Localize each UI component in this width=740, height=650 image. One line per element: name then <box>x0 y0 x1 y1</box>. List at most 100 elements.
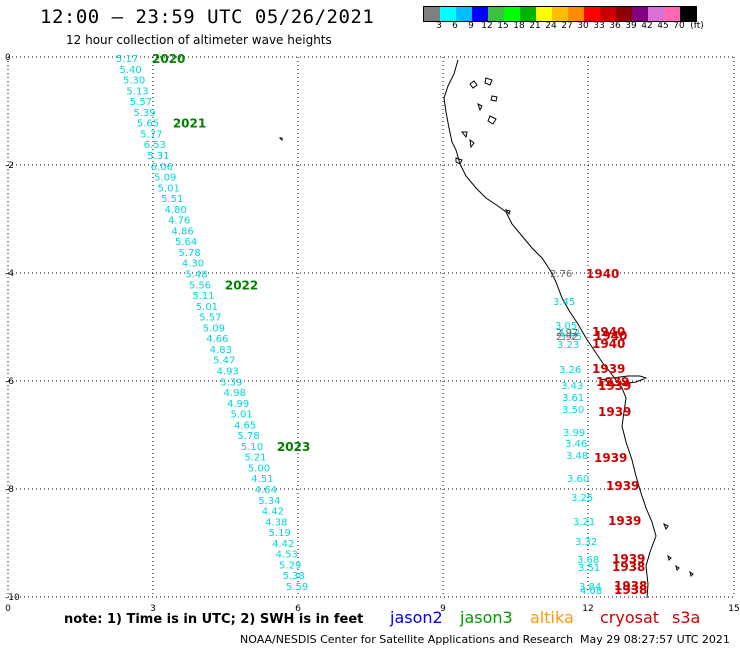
x-tick-label: 3 <box>150 604 156 614</box>
track-left-value: 5.48 <box>185 270 207 281</box>
colorbar-label: 30 <box>577 21 589 31</box>
track-right-time: 1940 <box>586 267 619 281</box>
track-left-value: 5.40 <box>119 65 141 76</box>
track-right-value: 3.32 <box>575 537 597 548</box>
track-left-value: 5.39 <box>220 377 242 388</box>
footer-note: note: 1) Time is in UTC; 2) SWH is in fe… <box>64 612 364 627</box>
track-right-time: 1939 <box>592 362 625 376</box>
track-left-value: 5.11 <box>192 291 214 302</box>
colorbar-label: 45 <box>657 21 669 31</box>
satellite-legend-item: s3a <box>672 608 701 627</box>
track-left-value: 4.65 <box>234 420 256 431</box>
track-left-value: 4.42 <box>262 507 284 518</box>
track-left-value: 5.34 <box>258 496 280 507</box>
track-right-times: 1940194019401940193919391939193919391939… <box>586 267 647 597</box>
track-right-value: 3.46 <box>565 439 587 450</box>
track-right-labels: 3.45 3.05 3.23 3.26 3.433.613.50 3.993.463.48… <box>550 269 602 597</box>
satellite-legend-item: cryosat <box>600 608 660 627</box>
baja-peninsula-coast <box>599 375 648 387</box>
track-left-value: 5.38 <box>283 571 305 582</box>
track-left-value: 5.01 <box>230 410 252 421</box>
colorbar-swatch <box>424 7 440 21</box>
colorbar-swatch <box>568 7 584 21</box>
colorbar-label: 36 <box>609 21 621 31</box>
colorbar-label: (ft) <box>690 21 704 31</box>
track-right-gray-value: 2.92 <box>556 332 578 343</box>
track-right-value: 3.75 <box>560 332 582 343</box>
y-tick-label: -6 <box>5 377 14 387</box>
colorbar-label: 9 <box>468 21 474 31</box>
track-left-value: 5.65 <box>137 119 159 130</box>
track-left-value: 4.64 <box>255 485 277 496</box>
track-right-value: 3.43 <box>561 381 583 392</box>
x-tick-label: 9 <box>440 604 446 614</box>
colorbar-swatch <box>584 7 600 21</box>
track-right-time: 1939 <box>594 451 627 465</box>
track-left-value: 4.51 <box>251 474 273 485</box>
track-left-value: 4.80 <box>165 205 187 216</box>
track-right-time: 1939 <box>598 379 631 393</box>
track-right-value: 3.84 <box>579 582 601 593</box>
track-left-value: 5.57 <box>199 313 221 324</box>
track-left-time: 2020 <box>152 52 185 66</box>
track-right-value: 3.45 <box>553 297 575 308</box>
track-right-time: 1939 <box>612 552 645 566</box>
track-left-value: 5.10 <box>241 442 263 453</box>
track-left-value: 4.42 <box>272 539 294 550</box>
x-tick-label: 12 <box>582 604 593 614</box>
page-title: 12:00 – 23:59 UTC 05/26/2021 <box>40 6 375 28</box>
track-right-time: 1940 <box>594 329 627 343</box>
track-left-value: 5.00 <box>248 463 270 474</box>
track-right-gray-value: 2.76 <box>550 269 572 280</box>
track-left-value: 5.01 <box>196 302 218 313</box>
satellite-legend-item: altika <box>530 608 574 627</box>
colorbar-swatch <box>552 7 568 21</box>
track-left-value: 4.38 <box>265 517 287 528</box>
colorbar-swatch <box>472 7 488 21</box>
track-right-value: 3.05 <box>555 321 577 332</box>
colorbar-swatch <box>600 7 616 21</box>
track-right-value: 3.99 <box>563 428 585 439</box>
track-right-time: 1939 <box>596 375 629 389</box>
track-right-time: 1939 <box>608 514 641 528</box>
track-left-value: 5.31 <box>147 151 169 162</box>
track-right-value: 4.08 <box>580 586 602 597</box>
track-left-value: 4.86 <box>172 226 194 237</box>
track-left-value: 4.66 <box>206 334 228 345</box>
y-tick-label: -10 <box>5 593 20 603</box>
colorbar-swatch <box>504 7 520 21</box>
track-left-value: 6.53 <box>144 140 166 151</box>
track-right-value: 3.60 <box>567 474 589 485</box>
satellite-legend-item: jason2 <box>390 608 443 627</box>
x-tick-label: 15 <box>728 604 739 614</box>
track-left-value: 5.29 <box>279 560 301 571</box>
track-right-value: 3.26 <box>559 365 581 376</box>
track-right-value: 3.50 <box>562 405 584 416</box>
colorbar-label: 27 <box>561 21 573 31</box>
track-left-value: 5.64 <box>175 237 197 248</box>
y-tick-label: -4 <box>5 269 14 279</box>
colorbar-label: 18 <box>513 21 525 31</box>
track-left-value: 4.99 <box>227 399 249 410</box>
colorbar-swatch <box>456 7 472 21</box>
track-left-times: 2020 2021 2022 2023 <box>152 52 310 454</box>
y-tick-label: -8 <box>5 485 14 495</box>
islands <box>278 77 694 577</box>
track-right-time: 1939 <box>598 405 631 419</box>
track-left-value: 5.09 <box>203 323 225 334</box>
track-left-value: 5.51 <box>161 194 183 205</box>
map-grid <box>7 56 735 598</box>
track-left-value: 5.30 <box>123 76 145 87</box>
colorbar-swatch <box>520 7 536 21</box>
track-left-time: 2023 <box>277 440 310 454</box>
colorbar-label: 12 <box>481 21 493 31</box>
colorbar-swatch <box>536 7 552 21</box>
colorbar-legend <box>423 6 697 22</box>
colorbar-label: 33 <box>593 21 605 31</box>
track-left-value: 5.21 <box>244 453 266 464</box>
track-right-time: 1938 <box>614 579 647 593</box>
track-right-time: 1938 <box>614 583 647 597</box>
track-right-value: 3.51 <box>578 563 600 574</box>
track-left-value: 5.19 <box>269 528 291 539</box>
